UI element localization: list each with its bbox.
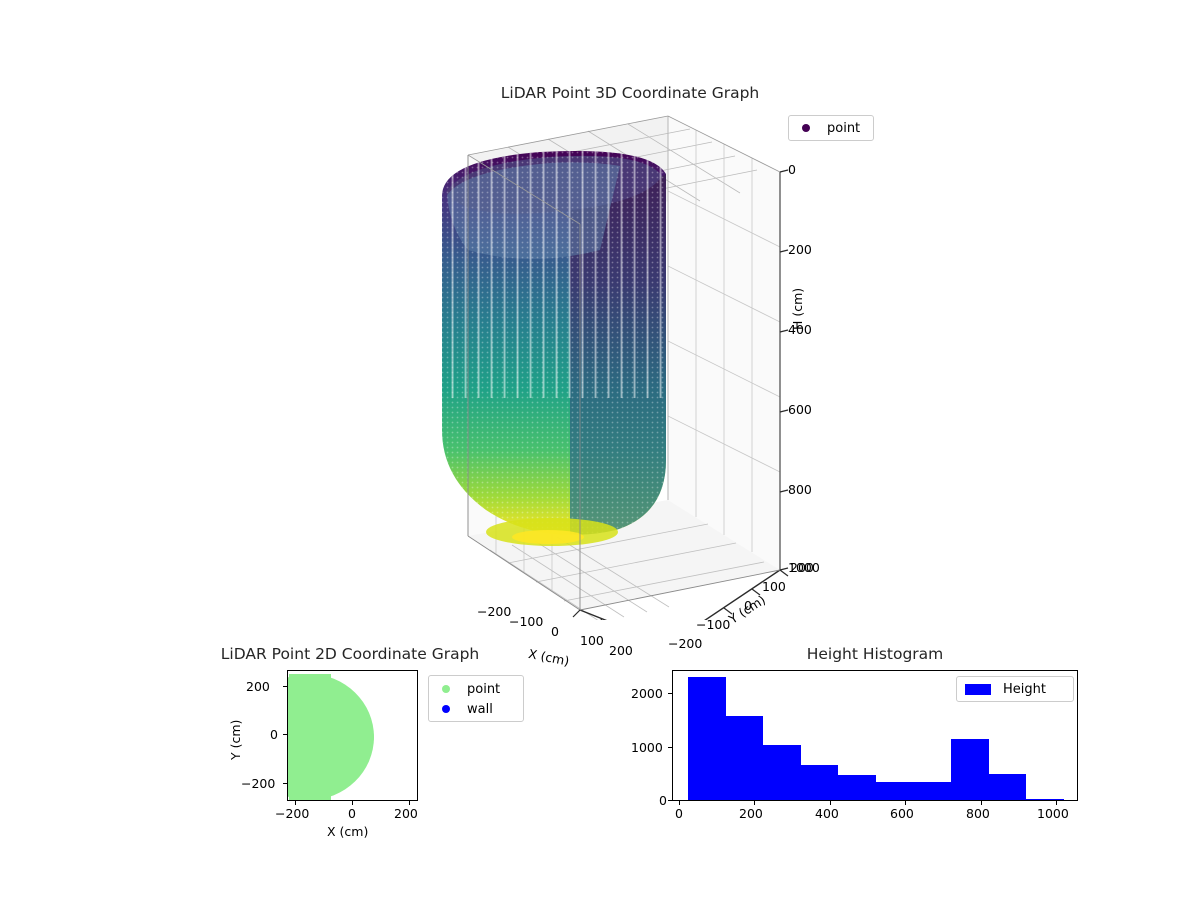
ax3d-xtick-100: 100 <box>580 633 604 648</box>
legend-label-height: Height <box>1003 681 1046 697</box>
ax3d-ytick-100: 100 <box>762 579 786 594</box>
hist-ytick-2000: 2000 <box>631 686 663 701</box>
lidar-2d-axes[interactable] <box>287 670 418 801</box>
legend-item-point[interactable]: point <box>435 679 517 699</box>
ax3d-legend[interactable]: point <box>788 115 874 141</box>
ax2d-ytick-mark--200 <box>283 783 287 784</box>
ax3d-canvas <box>442 115 789 620</box>
ax2d-ytick--200: −200 <box>241 776 276 791</box>
ax3d-ztick-1000: 1000 <box>788 560 820 575</box>
ax3d-title: LiDAR Point 3D Coordinate Graph <box>500 84 760 102</box>
ax2d-ytick-0: 0 <box>270 727 278 742</box>
ax3d-ztick-0: 0 <box>788 162 796 177</box>
histogram-bar <box>763 745 801 800</box>
lidar-3d-axes[interactable] <box>420 100 840 620</box>
ax3d-xaxis-label: X (cm) <box>527 646 571 669</box>
ax3d-xtick--200: −200 <box>477 604 512 619</box>
point-region-bump <box>362 726 374 748</box>
hist-ytick-mark-2000 <box>668 693 672 694</box>
histogram-bar <box>988 773 1027 800</box>
ax3d-ztick-800: 800 <box>788 482 812 497</box>
ax3d-ztick-200: 200 <box>788 242 812 257</box>
legend-label-point: point <box>467 681 501 697</box>
hist-xtick-mark-800 <box>981 801 982 805</box>
ax3d-ytick-200: 200 <box>790 560 814 575</box>
ax2d-yaxis-label: Y (cm) <box>228 719 243 760</box>
ax2d-xaxis-label: X (cm) <box>327 824 369 839</box>
ax3d-ztick-400: 400 <box>788 322 812 337</box>
ax2d-title: LiDAR Point 2D Coordinate Graph <box>220 645 480 663</box>
histogram-bar <box>838 774 876 800</box>
histogram-bars <box>673 671 1077 800</box>
legend-label-wall: wall <box>467 701 493 717</box>
ax2d-ytick-200: 200 <box>246 679 270 694</box>
hist-xtick-400: 400 <box>815 806 839 821</box>
hist-xtick-mark-600 <box>905 801 906 805</box>
point-cloud <box>442 150 666 546</box>
hist-ytick-0: 0 <box>659 793 667 808</box>
hist-ytick-mark-0 <box>668 800 672 801</box>
ax3d-xtick--100: −100 <box>509 614 544 629</box>
histogram-bar <box>725 716 764 800</box>
point-marker-icon <box>795 124 817 132</box>
point-region-round <box>288 674 374 800</box>
hist-xtick-0: 0 <box>675 806 683 821</box>
ax2d-xtick-mark-200 <box>409 801 410 805</box>
ax3d-ytick--100: −100 <box>696 617 731 632</box>
hist-title: Height Histogram <box>806 645 944 663</box>
histogram-bar <box>688 677 726 800</box>
wall-marker-icon <box>435 705 457 713</box>
hist-xtick-200: 200 <box>739 806 763 821</box>
histogram-bar <box>951 739 989 800</box>
ax2d-xtick--200: −200 <box>275 806 310 821</box>
ax3d-xtick-0: 0 <box>551 624 559 639</box>
histogram-bar <box>913 782 952 800</box>
histogram-bar <box>1026 798 1064 800</box>
ax2d-xtick-0: 0 <box>348 806 356 821</box>
ax3d-ztick-600: 600 <box>788 402 812 417</box>
point-marker-icon <box>435 685 457 693</box>
hist-xtick-mark-0 <box>679 801 680 805</box>
ax2d-xtick-200: 200 <box>394 806 418 821</box>
ax2d-xtick-mark-0 <box>352 801 353 805</box>
ax2d-ytick-mark-200 <box>283 686 287 687</box>
legend-item-wall[interactable]: wall <box>435 699 517 719</box>
ax3d-xtick-200: 200 <box>609 643 633 658</box>
ax3d-ytick--200: −200 <box>668 636 703 651</box>
hist-xtick-mark-200 <box>754 801 755 805</box>
height-patch-icon <box>963 683 993 695</box>
hist-legend[interactable]: Height <box>956 676 1074 702</box>
ax3d-ytick-0: 0 <box>744 598 752 613</box>
hist-ytick-mark-1000 <box>668 747 672 748</box>
hist-ytick-1000: 1000 <box>631 740 663 755</box>
histogram-bar <box>875 781 914 800</box>
hist-xtick-800: 800 <box>966 806 990 821</box>
ax2d-ytick-mark-0 <box>283 734 287 735</box>
hist-xtick-1000: 1000 <box>1037 806 1069 821</box>
legend-item-point[interactable]: point <box>795 118 867 138</box>
hist-xtick-mark-1000 <box>1056 801 1057 805</box>
ax2d-xtick-mark--200 <box>295 801 296 805</box>
hist-xtick-mark-400 <box>830 801 831 805</box>
ax3d-zaxis-label: H (cm) <box>790 287 805 330</box>
legend-item-height[interactable]: Height <box>963 679 1067 699</box>
legend-label-point: point <box>827 120 861 136</box>
hist-xtick-600: 600 <box>890 806 914 821</box>
ax2d-legend[interactable]: point wall <box>428 675 524 722</box>
histogram-bar <box>800 765 839 800</box>
